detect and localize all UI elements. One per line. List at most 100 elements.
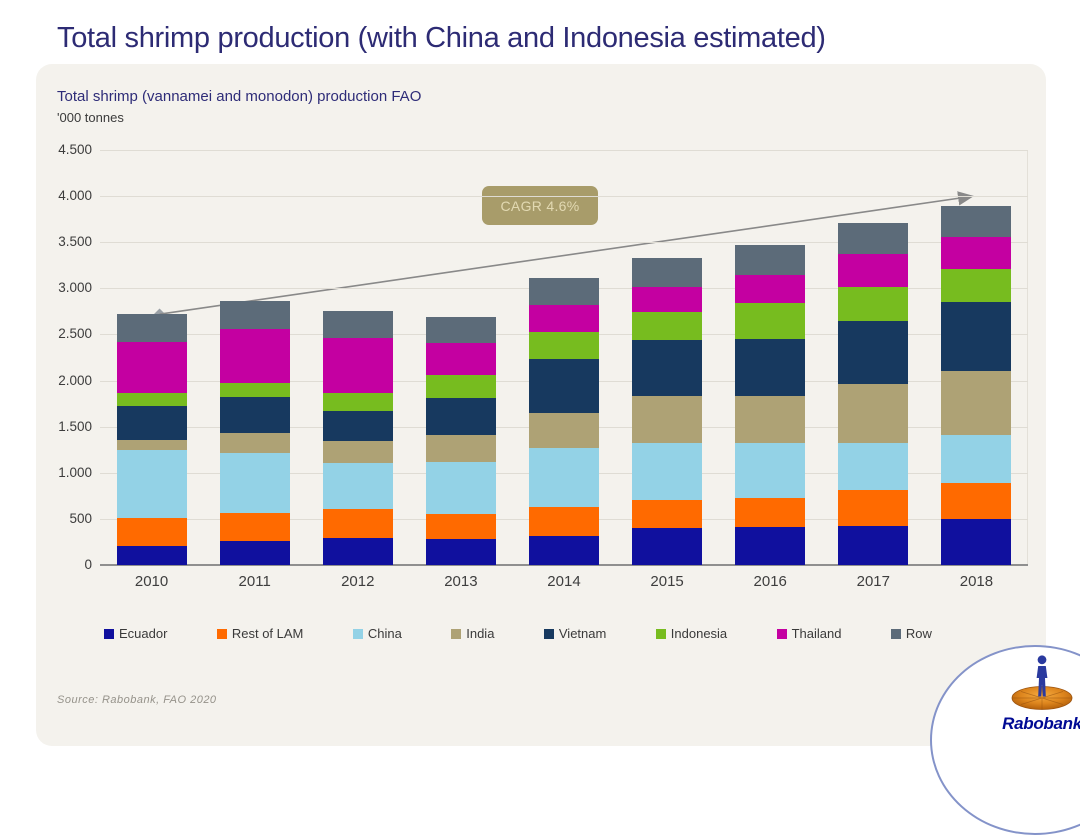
chart-card: Total shrimp (vannamei and monodon) prod… xyxy=(36,64,1046,746)
legend-swatch xyxy=(543,628,554,639)
bar-segment-row xyxy=(838,223,909,254)
bar-segment-row xyxy=(941,206,1012,238)
x-tick-label: 2011 xyxy=(238,573,271,590)
legend-label: India xyxy=(466,626,495,641)
stacked-bar-2016 xyxy=(735,245,806,565)
rabobank-wordmark: Rabobank xyxy=(1002,714,1080,733)
stacked-bar-2013 xyxy=(425,316,496,565)
y-tick-label: 3.500 xyxy=(58,234,92,250)
bar-segment-china xyxy=(529,447,599,508)
bar-segment-india xyxy=(529,413,599,448)
bar-segment-row xyxy=(529,277,599,306)
stacked-bar-2014 xyxy=(529,277,599,565)
plot-right-border xyxy=(1027,150,1028,565)
gridline xyxy=(100,150,1028,151)
bar-segment-rest-of-lam xyxy=(116,518,187,546)
y-tick-label: 2.000 xyxy=(58,372,92,388)
stacked-bar-2015 xyxy=(632,257,703,565)
bar-segment-china xyxy=(219,453,290,513)
legend-item-india: India xyxy=(451,626,494,641)
bar-segment-china xyxy=(632,442,703,500)
bar-segment-rest-of-lam xyxy=(529,507,599,537)
x-tick-label: 2017 xyxy=(856,573,890,590)
y-tick-label: 1.500 xyxy=(58,418,92,434)
bar-segment-ecuador xyxy=(838,525,909,565)
x-tick-label: 2014 xyxy=(547,573,581,590)
bar-segment-vietnam xyxy=(116,405,187,441)
bar-segment-vietnam xyxy=(735,338,806,396)
bar-segment-china xyxy=(425,461,496,515)
x-tick-label: 2012 xyxy=(341,573,375,590)
legend-label: Rest of LAM xyxy=(231,626,304,641)
bar-segment-thailand xyxy=(941,237,1012,269)
bar-segment-ecuador xyxy=(219,541,290,565)
y-tick-label: 1.000 xyxy=(58,464,92,480)
legend-swatch xyxy=(104,628,114,639)
bar-segment-row xyxy=(632,257,703,288)
bar-segment-ecuador xyxy=(632,528,703,565)
y-tick-label: 3.000 xyxy=(58,280,92,296)
x-tick-label: 2013 xyxy=(444,573,478,590)
bar-segment-indonesia xyxy=(219,382,290,397)
bar-segment-rest-of-lam xyxy=(735,498,806,528)
legend-swatch xyxy=(776,628,787,639)
bar-segment-india xyxy=(425,435,496,462)
legend-label: China xyxy=(367,626,402,641)
source-note: Source: Rabobank, FAO 2020 xyxy=(57,694,217,706)
bar-segment-vietnam xyxy=(941,301,1012,371)
bar-segment-vietnam xyxy=(322,410,393,441)
legend-item-row: Row xyxy=(890,626,932,641)
legend-swatch xyxy=(890,628,901,639)
x-tick-label: 2016 xyxy=(753,573,787,590)
chart-subtitle: Total shrimp (vannamei and monodon) prod… xyxy=(57,88,422,105)
bar-segment-ecuador xyxy=(941,518,1012,565)
legend-label: Ecuador xyxy=(119,626,168,641)
x-tick-label: 2015 xyxy=(650,573,684,590)
bar-segment-china xyxy=(838,443,909,491)
bar-segment-row xyxy=(322,310,393,339)
bar-segment-vietnam xyxy=(425,397,496,436)
bar-segment-india xyxy=(322,440,393,464)
bar-segment-indonesia xyxy=(322,392,393,411)
bar-segment-ecuador xyxy=(322,537,393,565)
bar-segment-ecuador xyxy=(425,538,496,565)
stacked-bar-2011 xyxy=(219,300,290,565)
bar-segment-indonesia xyxy=(632,312,703,341)
bar-segment-vietnam xyxy=(529,358,599,414)
bar-segment-rest-of-lam xyxy=(425,514,496,539)
bar-segment-india xyxy=(838,384,909,444)
bar-segment-india xyxy=(735,395,806,443)
legend-swatch xyxy=(451,628,462,639)
stacked-bar-2010 xyxy=(116,314,187,565)
bar-segment-indonesia xyxy=(838,286,909,321)
bar-segment-indonesia xyxy=(941,268,1012,302)
legend: Ecuador Rest of LAM China India Vietnam Indon… xyxy=(104,626,932,641)
bar-segment-row xyxy=(219,300,290,329)
bar-segment-china xyxy=(322,463,393,510)
bar-segment-row xyxy=(735,245,806,275)
bar-segment-ecuador xyxy=(529,536,599,565)
bar-segment-indonesia xyxy=(735,303,806,339)
rabobank-figure-icon xyxy=(1011,655,1073,710)
legend-swatch xyxy=(216,628,227,639)
x-axis-line xyxy=(100,564,1028,566)
bar-segment-thailand xyxy=(322,338,393,393)
bar-segment-vietnam xyxy=(632,340,703,396)
legend-label: Indonesia xyxy=(670,626,728,641)
bar-segment-ecuador xyxy=(735,527,806,565)
legend-item-rest-of-lam: Rest of LAM xyxy=(216,626,304,641)
bar-segment-china xyxy=(116,450,187,519)
bar-segment-thailand xyxy=(632,287,703,313)
bar-segment-row xyxy=(116,314,187,343)
stacked-bar-2018 xyxy=(941,206,1012,565)
bar-segment-rest-of-lam xyxy=(838,490,909,526)
legend-label: Vietnam xyxy=(558,626,607,641)
cagr-annotation: CAGR 4.6% xyxy=(482,186,598,225)
gridline xyxy=(100,242,1028,244)
y-tick-label: 0 xyxy=(84,557,92,572)
y-tick-label: 2.500 xyxy=(58,326,92,342)
legend-item-china: China xyxy=(352,626,402,641)
rabobank-logo-inner: Rabobank xyxy=(980,653,1080,734)
legend-swatch xyxy=(655,628,666,639)
bar-segment-indonesia xyxy=(529,331,599,359)
